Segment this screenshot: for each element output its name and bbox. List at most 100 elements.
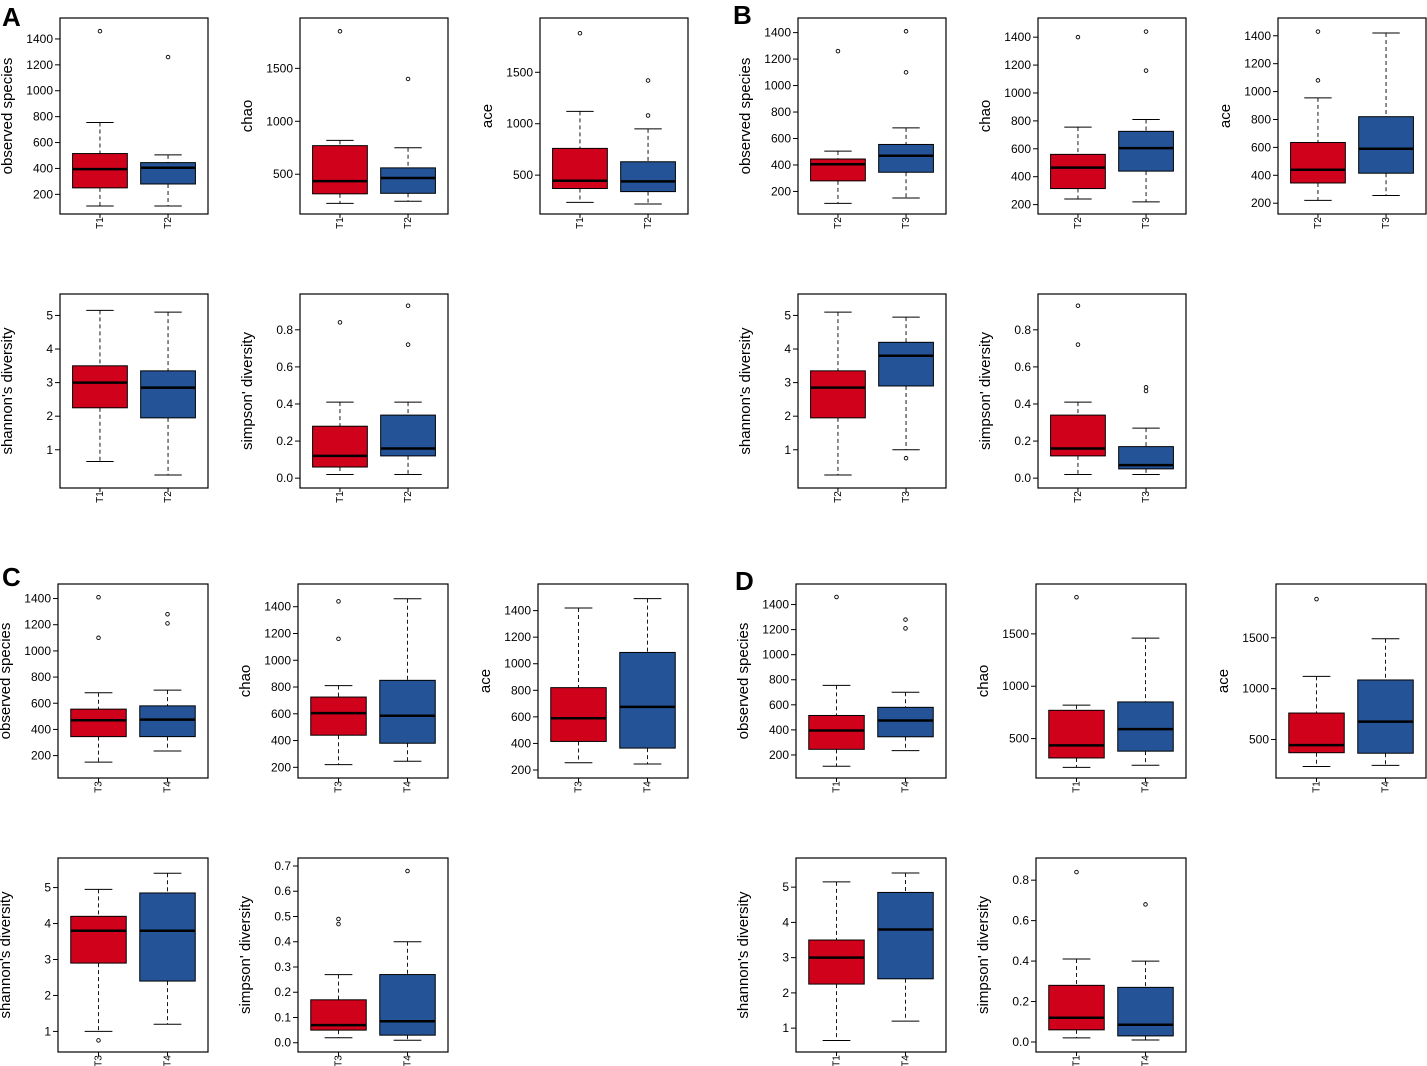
y-tick-label: 0.6 — [1012, 914, 1029, 928]
box-t2: T2 — [1050, 34, 1106, 229]
x-tick-label: T2 — [1073, 217, 1084, 229]
y-tick-label: 400 — [33, 161, 53, 175]
y-tick-label: 1500 — [266, 61, 293, 75]
x-tick-label: T1 — [1072, 1055, 1083, 1066]
y-tick-label: 2 — [44, 988, 51, 1002]
y-tick-label: 1400 — [504, 604, 531, 618]
y-tick-label: 1400 — [26, 32, 53, 46]
y-axis-title: chao — [977, 100, 994, 133]
outlier-point — [645, 113, 651, 118]
iqr-box — [808, 939, 865, 985]
y-tick-label: 0.0 — [276, 471, 293, 485]
y-axis-title: simpson' diversity — [977, 332, 994, 450]
y-tick-label: 1200 — [764, 52, 791, 66]
iqr-box — [70, 915, 127, 964]
box-t2: T2 — [140, 311, 196, 503]
panel-label-d: D — [735, 566, 754, 596]
y-axis-title: shannon's diversity — [0, 327, 16, 455]
y-tick-label: 1000 — [24, 644, 51, 658]
y-tick-label: 4 — [784, 342, 791, 356]
iqr-box — [379, 679, 436, 744]
box-t4: T4 — [1117, 637, 1174, 793]
outlier-point — [337, 29, 343, 34]
y-tick-label: 2 — [46, 409, 53, 423]
y-tick-label: 1400 — [1004, 30, 1031, 44]
y-tick-label: 1000 — [1002, 679, 1029, 693]
y-tick-label: 800 — [1251, 112, 1271, 126]
y-tick-label: 5 — [44, 881, 51, 895]
panel-label-b: B — [733, 0, 752, 30]
outlier-point — [336, 916, 341, 922]
y-tick-label: 800 — [33, 110, 53, 124]
box-t3: T3 — [310, 599, 367, 793]
y-tick-label: 1000 — [504, 657, 531, 671]
box-t4: T4 — [139, 872, 196, 1066]
iqr-box — [1117, 701, 1174, 752]
iqr-box — [312, 145, 368, 195]
y-tick-label: 600 — [1251, 140, 1271, 154]
y-tick-label: 1200 — [1004, 58, 1031, 72]
iqr-box — [72, 153, 128, 189]
outlier-point — [96, 635, 101, 641]
y-axis-title: simpson' diversity — [975, 896, 992, 1014]
x-tick-label: T3 — [94, 1055, 105, 1066]
y-tick-label: 1200 — [26, 58, 53, 72]
iqr-box — [877, 706, 934, 738]
plot-frame — [299, 17, 449, 215]
outlier-point — [1143, 902, 1148, 907]
boxplot-b-shannon-s-diversity: 1 2 3 4 5 shannon's diversity T2 T3 — [737, 293, 947, 503]
iqr-box — [310, 696, 367, 736]
boxplot-d-chao: 500 1000 1500 chao T1 T4 — [975, 583, 1187, 793]
y-tick-label: 600 — [1011, 142, 1031, 156]
x-tick-label: T3 — [334, 1055, 345, 1066]
plot-frame — [795, 857, 947, 1053]
x-tick-label: T3 — [1141, 491, 1152, 503]
outlier-point — [96, 594, 101, 600]
iqr-box — [1048, 709, 1105, 759]
outlier-point — [903, 617, 908, 622]
y-tick-label: 2 — [784, 409, 791, 423]
outlier-point — [1315, 29, 1321, 34]
iqr-box — [70, 708, 127, 738]
iqr-box — [878, 341, 934, 387]
box-t3: T3 — [878, 316, 934, 503]
y-tick-label: 1500 — [1002, 627, 1029, 641]
plot-frame — [1277, 17, 1427, 215]
plot-frame — [537, 583, 689, 779]
boxplot-a-shannon-s-diversity: 1 2 3 4 5 shannon's diversity T1 T2 — [0, 293, 209, 503]
box-t4: T4 — [379, 868, 436, 1066]
x-tick-label: T2 — [643, 217, 654, 229]
y-tick-label: 1400 — [764, 26, 791, 40]
box-t1: T1 — [1288, 596, 1345, 793]
box-t2: T2 — [810, 48, 866, 229]
y-tick-label: 1200 — [762, 623, 789, 637]
y-tick-label: 0.8 — [276, 323, 293, 337]
iqr-box — [140, 162, 196, 185]
outlier-point — [1074, 869, 1079, 875]
y-tick-label: 0.0 — [1012, 1035, 1029, 1049]
box-t1: T1 — [72, 28, 128, 229]
y-tick-label: 500 — [1009, 732, 1029, 746]
x-tick-label: T4 — [163, 781, 174, 793]
box-t2: T2 — [380, 76, 436, 229]
iqr-box — [139, 705, 196, 738]
y-tick-label: 600 — [769, 698, 789, 712]
iqr-box — [1117, 986, 1174, 1037]
y-tick-label: 0.8 — [1012, 873, 1029, 887]
x-tick-label: T4 — [1141, 1055, 1152, 1066]
y-tick-label: 1200 — [264, 626, 291, 640]
iqr-box — [620, 161, 676, 193]
x-tick-label: T2 — [1313, 217, 1324, 229]
x-tick-label: T1 — [1072, 781, 1083, 793]
outlier-point — [165, 612, 170, 617]
boxplot-b-simpson-diversity: 0.0 0.2 0.4 0.6 0.8 simpson' diversity T2 T3 — [977, 293, 1187, 503]
y-tick-label: 200 — [769, 748, 789, 762]
y-tick-label: 200 — [511, 763, 531, 777]
boxplot-d-shannon-s-diversity: 1 2 3 4 5 shannon's diversity T1 T4 — [735, 857, 947, 1066]
plot-frame — [1037, 293, 1187, 489]
box-t3: T3 — [1118, 29, 1174, 229]
y-tick-label: 200 — [271, 760, 291, 774]
y-tick-label: 4 — [782, 915, 789, 929]
iqr-box — [552, 147, 608, 190]
